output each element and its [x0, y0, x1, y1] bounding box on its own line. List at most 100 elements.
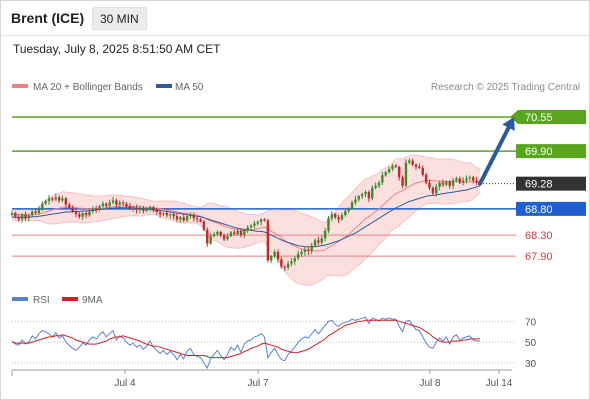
rsi-tick-label: 30: [525, 359, 537, 370]
candle-body: [169, 214, 172, 216]
target-level-label: 70.55: [525, 112, 553, 124]
time-axis-label: Jul 14: [486, 378, 513, 389]
candle-body: [185, 216, 189, 221]
candle-body: [475, 180, 478, 183]
ma9-legend-label: 9MA: [82, 295, 103, 306]
last-price-level-label-box: [516, 176, 586, 191]
candle-body: [145, 209, 148, 211]
pivot-level-label: 68.80: [525, 204, 553, 216]
ma50-legend-label: MA 50: [175, 82, 204, 93]
candle-body: [421, 167, 424, 175]
candle-body: [424, 174, 428, 183]
candle-body: [253, 223, 256, 226]
candle-body: [451, 180, 455, 186]
candle-body: [441, 182, 445, 185]
candle-body: [155, 210, 158, 213]
resistance-level-label: 69.90: [525, 146, 553, 158]
candle-body: [293, 258, 297, 262]
chart-header: Brent (ICE) 30 MIN: [0, 0, 590, 36]
candle-body: [310, 245, 313, 251]
candle-body: [270, 256, 273, 261]
candle-body: [303, 249, 307, 252]
instrument-title: Brent (ICE): [11, 10, 85, 26]
time-axis-label: Jul 7: [247, 378, 269, 389]
candle-body: [276, 251, 280, 260]
candle-body: [323, 230, 327, 239]
candle-body: [47, 198, 51, 201]
candle-body: [125, 203, 128, 207]
candle-body: [195, 218, 199, 220]
candle-body: [360, 194, 364, 197]
pivot-level-label-box: [516, 201, 586, 216]
candle-body: [88, 211, 91, 216]
candle-body: [300, 251, 303, 255]
forecast-arrow-head: [502, 117, 515, 131]
candle-body: [243, 229, 246, 236]
candle-body: [91, 208, 95, 212]
candle-body: [367, 192, 371, 199]
candle-body: [414, 164, 418, 167]
candle-body: [280, 259, 283, 267]
candle-body: [165, 213, 169, 216]
price-panel: 70.55 69.90 69.28 68.80 68.30 67.90: [10, 110, 586, 286]
candle-body: [374, 185, 377, 188]
candle-body: [404, 162, 408, 186]
candle-body: [256, 222, 259, 224]
candle-body: [377, 182, 381, 186]
rsi-line: [11, 316, 480, 370]
interval-button[interactable]: 30 MIN: [92, 7, 147, 30]
candle-body: [54, 197, 57, 200]
candle-body: [465, 178, 468, 181]
rsi-legend: RSI 9MA: [12, 295, 103, 306]
ma50-legend-swatch: [156, 84, 172, 88]
candle-body: [401, 177, 404, 186]
timestamp: Tuesday, July 8, 2025 8:51:50 AM CET: [13, 42, 221, 56]
candle-body: [64, 198, 68, 205]
candle-body: [128, 206, 132, 209]
candle-body: [233, 232, 236, 235]
rsi-legend-label: RSI: [33, 295, 50, 306]
candle-body: [111, 200, 115, 203]
candle-body: [334, 214, 337, 218]
candle-body: [448, 181, 451, 186]
candle-body: [219, 231, 222, 236]
candle-body: [290, 261, 293, 264]
candle-body: [24, 214, 27, 219]
candle-body: [350, 202, 354, 209]
candle-body: [337, 217, 340, 220]
candle-body: [10, 213, 14, 215]
candle-body: [411, 160, 414, 165]
ma9-legend-swatch: [62, 297, 78, 301]
candle-body: [226, 236, 229, 240]
candle-body: [428, 182, 431, 188]
candle-body: [435, 186, 438, 194]
candle-body: [152, 207, 155, 211]
candle-body: [44, 201, 47, 204]
rsi-legend-swatch: [12, 297, 28, 301]
rsi-tick-label: 70: [525, 317, 537, 328]
candle-body: [408, 160, 411, 163]
candle-body: [31, 211, 34, 216]
last-price-level-label: 69.28: [525, 179, 553, 191]
candle-body: [202, 221, 206, 230]
candle-body: [179, 217, 182, 220]
candle-body: [206, 229, 209, 244]
candle-body: [330, 214, 334, 219]
candle-body: [249, 225, 253, 228]
candle-body: [354, 199, 357, 203]
resistance-level-label-box: [516, 144, 586, 159]
candle-body: [78, 214, 81, 217]
candle-body: [347, 208, 350, 211]
credit-text: Research © 2025 Trading Central: [431, 82, 580, 93]
candle-body: [387, 168, 391, 173]
candle-body: [115, 200, 118, 205]
rsi-panel: 70 50 30: [11, 316, 537, 370]
candle-body: [51, 198, 54, 200]
candle-body: [391, 165, 394, 169]
candle-body: [27, 215, 31, 219]
candle-body: [74, 210, 78, 215]
candle-body: [381, 175, 384, 183]
bollinger-lower-line: [11, 193, 481, 286]
candle-body: [199, 219, 202, 222]
